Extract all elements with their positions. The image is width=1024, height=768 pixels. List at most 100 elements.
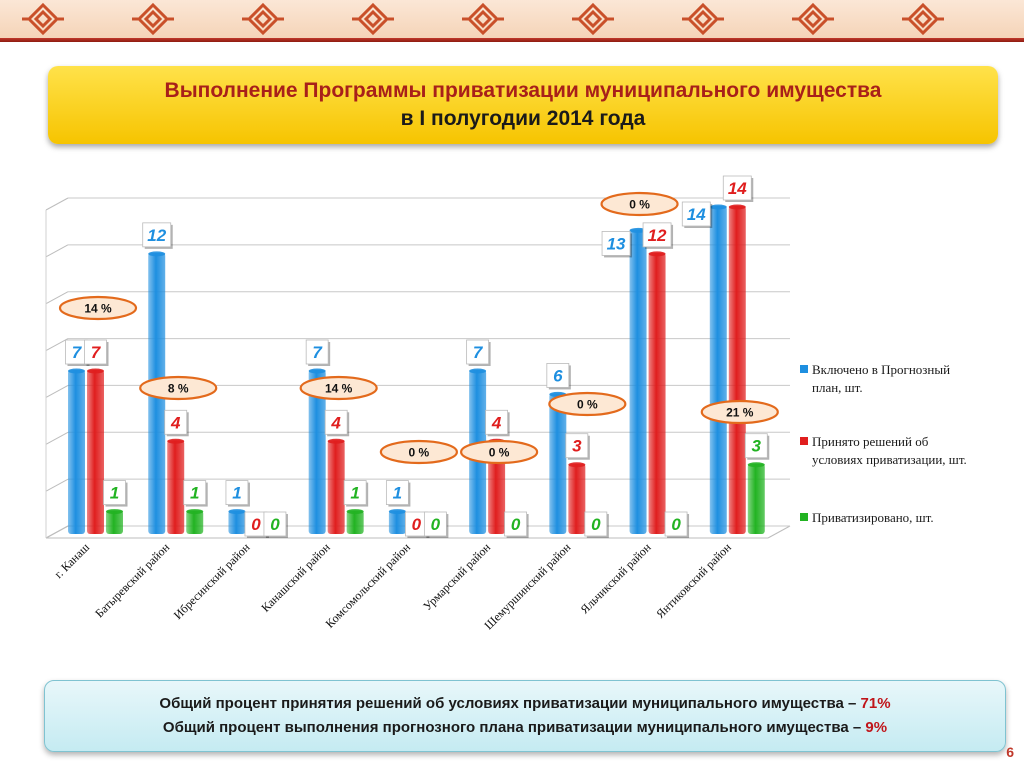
top-divider: [0, 38, 1024, 42]
bar-cap: [308, 368, 326, 374]
bar-privatized: [346, 510, 364, 534]
value-label-plan: 7: [473, 343, 484, 362]
value-label-plan-box: [142, 222, 172, 248]
summary-box: Общий процент принятия решений об услови…: [44, 680, 1006, 752]
category-label: Яльчикский район: [578, 540, 655, 617]
legend-label: план, шт.: [812, 380, 863, 395]
summary-line-plan: Общий процент выполнения прогнозного пла…: [163, 716, 887, 740]
bar-privatized: [106, 510, 123, 534]
ornament-icon: [352, 2, 394, 36]
value-label-plan-box: [601, 231, 631, 256]
bar-privatized: [186, 510, 204, 534]
bar-cap: [346, 509, 364, 515]
category-label: Ибресинский район: [171, 540, 253, 622]
bar-plan: [549, 393, 567, 534]
value-label-plan-box: [305, 339, 329, 365]
value-label-decisions: 0: [251, 515, 261, 534]
ornament-icon: [22, 2, 64, 36]
value-label-plan-box: [466, 339, 490, 365]
category-label: Шемуршинский район: [481, 540, 574, 633]
value-label-privatized: 0: [270, 515, 280, 534]
percent-label: 0 %: [489, 446, 510, 460]
bar-cap: [728, 204, 746, 210]
gridline-side: [45, 384, 69, 398]
percent-label-oval: [58, 295, 138, 321]
category-label: Комсомольский район: [323, 540, 414, 631]
percent-label-oval: [379, 439, 458, 465]
bar-cap: [629, 227, 647, 233]
value-label-decisions: 7: [91, 343, 102, 362]
title-box: Выполнение Программы приватизации муници…: [48, 66, 998, 144]
value-label-plan: 7: [72, 343, 83, 362]
ornament-icon: [572, 2, 614, 36]
bar-cap: [568, 462, 586, 468]
value-label-decisions: 12: [648, 226, 667, 245]
value-label-privatized: 0: [431, 515, 441, 534]
value-label-decisions: 4: [170, 413, 181, 432]
value-label-privatized: 0: [671, 515, 681, 534]
value-label-decisions-box: [485, 409, 509, 435]
gridline-side: [45, 525, 69, 539]
category-label: Урмарский район: [420, 540, 493, 613]
bar-cap: [747, 462, 765, 468]
bar-plan: [709, 206, 727, 534]
legend-label: Приватизировано, шт.: [812, 510, 934, 525]
bar-plan: [228, 510, 246, 534]
bar-decisions: [167, 440, 185, 534]
gridline-side: [45, 244, 69, 258]
value-label-decisions-box: [164, 409, 188, 435]
percent-label: 0 %: [577, 398, 598, 412]
gridline-side: [45, 478, 69, 492]
category-label: Янтиковский район: [653, 540, 734, 621]
percent-label: 8 %: [168, 382, 189, 396]
summary-plan-value: 9%: [865, 719, 888, 736]
summary-decisions-value: 71%: [860, 695, 891, 712]
value-label-decisions: 4: [491, 413, 502, 432]
legend-swatch: [800, 365, 808, 373]
legend-label: условиях приватизации, шт.: [812, 452, 967, 467]
gridline-side: [45, 197, 69, 211]
value-label-plan: 1: [393, 484, 402, 503]
ornament-icon: [792, 2, 834, 36]
value-label-privatized: 1: [110, 484, 119, 503]
bar-plan: [308, 370, 326, 534]
value-label-privatized: 0: [591, 515, 601, 534]
bar-cap: [87, 368, 104, 374]
legend-swatch: [800, 513, 808, 521]
value-label-decisions-box: [642, 222, 672, 248]
bar-cap: [709, 204, 727, 210]
top-ornament-band: [0, 0, 1024, 38]
bar-cap: [167, 438, 185, 444]
value-label-privatized: 1: [350, 484, 359, 503]
gridline-side: [45, 291, 69, 305]
legend-swatch: [800, 437, 808, 445]
bar-cap: [228, 509, 246, 515]
bar-cap: [106, 509, 123, 515]
gridline-side: [45, 431, 69, 445]
percent-label-oval: [548, 391, 627, 417]
value-label-plan-box: [225, 480, 249, 505]
percent-label-oval: [139, 375, 218, 401]
bar-decisions: [728, 206, 746, 534]
value-label-privatized-box: [664, 511, 688, 537]
ornament-icon: [132, 2, 174, 36]
percent-label: 14 %: [84, 302, 112, 316]
value-label-plan: 1: [232, 484, 241, 503]
ornament-icon: [242, 2, 284, 36]
value-label-decisions-box: [324, 409, 348, 435]
value-label-decisions-box: [722, 175, 752, 201]
value-label-privatized: 3: [752, 437, 762, 456]
value-label-plan-box: [385, 480, 409, 505]
value-label-privatized-box: [584, 511, 608, 537]
floor-right-edge: [767, 525, 791, 539]
ornament-icon: [682, 2, 724, 36]
summary-plan-text: Общий процент выполнения прогнозного пла…: [162, 719, 866, 736]
category-label: г. Канаш: [51, 540, 92, 581]
percent-label-oval: [700, 399, 779, 425]
value-label-decisions-box: [565, 433, 589, 459]
bar-cap: [68, 368, 85, 374]
value-label-plan-box: [546, 363, 570, 388]
value-label-privatized-box: [504, 511, 528, 537]
percent-label: 0 %: [409, 446, 430, 460]
